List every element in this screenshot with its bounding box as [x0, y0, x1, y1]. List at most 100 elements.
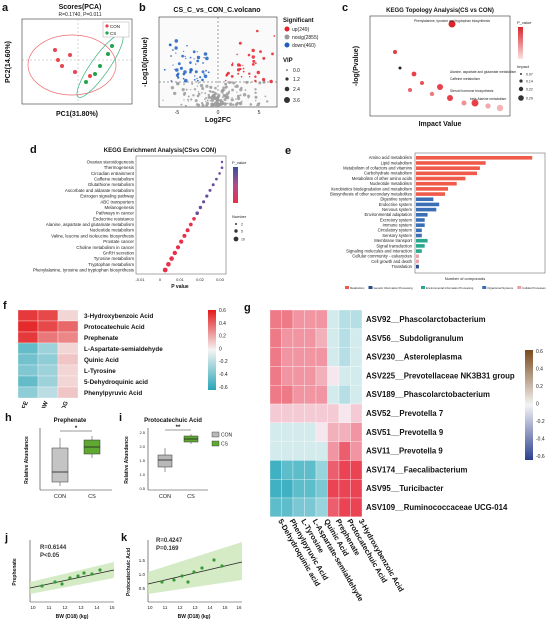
volcano-point: [183, 83, 185, 85]
scatter-j-xtick: 14: [94, 605, 100, 610]
boxplot-h-box-con: [51, 447, 69, 483]
boxplot-i-ylabel: Relative Abundance: [124, 436, 130, 484]
heatmap-g-cell: [304, 422, 317, 442]
volcano-point: [207, 71, 210, 74]
impact-size-label: 0.07: [526, 73, 533, 77]
heatmap-f-cell: [17, 342, 39, 355]
volcano-point: [203, 73, 205, 75]
heatmap-f-rowlabel: L-Aspartate-semialdehyde: [84, 346, 163, 353]
volcano-point: [225, 103, 228, 105]
heatmap-f-cell: [57, 364, 79, 377]
volcano-point: [184, 55, 186, 58]
heatmap-f-cell: [57, 331, 79, 344]
scatter-j-point: [82, 571, 86, 575]
volcano-point: [237, 96, 241, 101]
volcano-point: [170, 80, 173, 82]
heatmap-g-cell: [304, 497, 317, 517]
volcano-point: [262, 56, 266, 60]
enrichment-point: [192, 217, 196, 221]
volcano-point: [254, 75, 257, 78]
heatmap-g-cell: [281, 328, 294, 348]
enrichment-point: [166, 262, 171, 267]
heatmap-g-cell: [315, 497, 328, 517]
volcano-point: [190, 98, 193, 101]
volcano-point: [199, 76, 202, 79]
heatmap-f-cell: [17, 364, 39, 377]
volcano-point: [254, 95, 258, 99]
volcano-point: [189, 56, 192, 59]
volcano-point: [238, 41, 242, 45]
heatmap-g-cell: [269, 441, 282, 461]
volcano-legend-down-dot: [284, 42, 290, 48]
topology-bubble: [471, 99, 479, 107]
volcano-point: [193, 58, 195, 60]
heatmap-g-cell: [269, 479, 282, 499]
heatmap-f-rowlabel: Phenylpyruvic Acid: [84, 390, 142, 397]
heatmap-f-scale-tick: -0.2: [219, 359, 228, 365]
volcano-point: [247, 53, 251, 57]
enrichment-point: [182, 233, 187, 238]
heatmap-g-cell: [338, 479, 351, 499]
enrichment-label: Ascorbate and aldarate metabolism: [65, 188, 134, 193]
boxplot-i-legend-cs-swatch: [211, 440, 220, 447]
volcano-plot: CS_C_vs_CON_C.volcano -5 0 5 Log2FC -Log…: [142, 7, 319, 124]
enrichment-label: Tyrosine metabolism: [94, 256, 135, 261]
heatmap-f-cell: [17, 353, 39, 366]
heatmap-g-cell: [350, 385, 363, 405]
heatmap-g-cell: [269, 460, 282, 480]
classification-legend-label: Genetic Information Processing: [374, 286, 413, 290]
heatmap-g-scale-tick: 0.6: [536, 349, 543, 355]
volcano-point: [201, 70, 205, 74]
heatmap-g-rowlabel: ASV92__Phascolarctobacterium: [366, 315, 486, 324]
enrichment-label: Glutathione metabolism: [88, 182, 134, 187]
topology-bubble: [448, 20, 456, 28]
volcano-point: [196, 79, 199, 82]
heatmap-g-rowlabel: ASV109__Ruminococcaceae UCG-014: [366, 503, 508, 512]
enrichment-label: Choline metabolism in cancer: [76, 245, 134, 250]
enrichment-xtick: 0: [159, 277, 162, 282]
classification-label: Cell growth and death: [371, 259, 412, 264]
heatmap-g-cell: [338, 403, 351, 423]
heatmap-g-cell: [327, 460, 340, 480]
heatmap-g-scale-tick: 0.4: [536, 367, 543, 373]
enrichment-point: [162, 267, 168, 273]
volcano-point: [231, 88, 234, 92]
heatmap-g-rowlabel: ASV51__Prevotella 9: [366, 428, 444, 437]
heatmap-f-collabel: FE: [22, 401, 30, 408]
volcano-point: [183, 50, 185, 53]
heatmap-g-cell: [281, 347, 294, 367]
enrichment-point: [205, 194, 209, 198]
classification-bar: [416, 238, 428, 243]
classification-label: Circulatory system: [378, 228, 413, 233]
volcano-point: [213, 91, 217, 96]
heatmap-f-collabel: ADG: [60, 400, 70, 408]
classification-bar: [416, 202, 440, 207]
panel-letter: a: [2, 2, 9, 14]
volcano-point: [236, 101, 239, 105]
scatter-j-point: [68, 576, 72, 580]
pca-ellipse-con: [27, 34, 117, 96]
heatmap-g-cell: [292, 347, 305, 367]
classification-bar: [416, 249, 422, 253]
volcano-point: [196, 85, 199, 87]
scatter-k-xtick: 13: [192, 605, 198, 610]
volcano-xtick: 0: [217, 110, 220, 116]
volcano-point: [203, 57, 205, 59]
heatmap-f-cells: [17, 309, 79, 399]
heatmap-g-cell: [292, 366, 305, 386]
scatter-k-xtick: 16: [236, 605, 242, 610]
heatmap-g-cell: [269, 422, 282, 442]
panel-a: a Scores(PCA) R=0.1740, P=0.011 CON CS P…: [0, 0, 135, 120]
impact-size-dot: [518, 86, 524, 92]
vip-size-dot: [285, 77, 289, 81]
enrichment-point: [198, 205, 203, 210]
volcano-point: [236, 94, 240, 98]
heatmap-g-rowlabel: ASV95__Turicibacter: [366, 484, 443, 493]
vip-size-label: 1.2: [293, 77, 300, 83]
heatmap-f-scale-tick: 0: [219, 346, 222, 352]
volcano-point: [182, 77, 185, 80]
volcano-point: [168, 43, 172, 47]
volcano-point: [191, 82, 194, 85]
volcano-point: [222, 86, 225, 89]
